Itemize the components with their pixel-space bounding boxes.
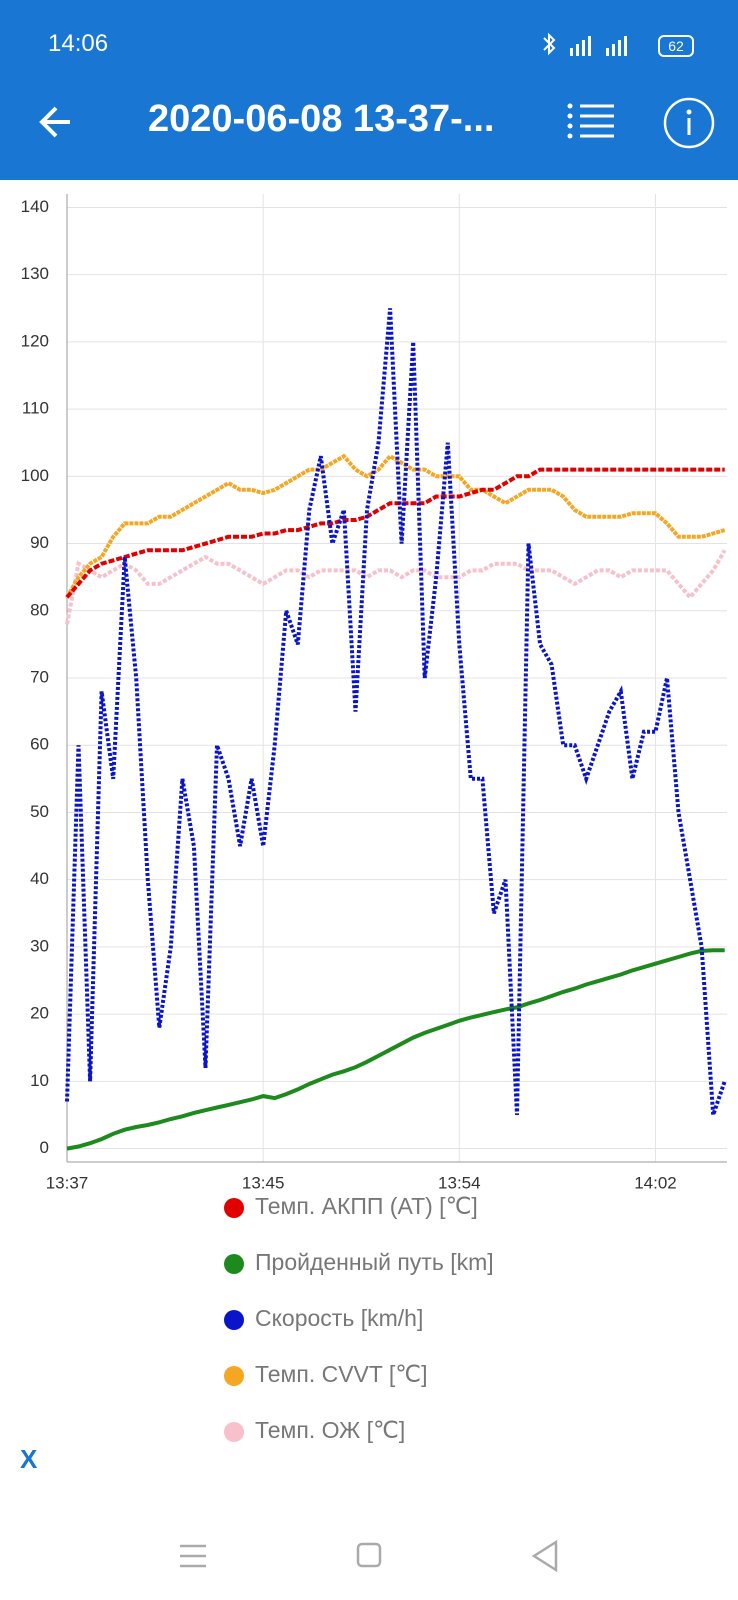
legend-label: Темп. CVVT [℃]	[255, 1361, 428, 1387]
legend-marker	[224, 1310, 244, 1330]
y-tick-label: 130	[21, 264, 49, 283]
close-button[interactable]: X	[20, 1444, 38, 1474]
chart: 0 10 20 30 40 50 60 70 80 90 100 110 120 130 140 13:37 1…	[21, 194, 727, 1443]
info-button[interactable]	[662, 96, 716, 150]
series-line	[66, 948, 725, 1151]
y-tick-label: 40	[30, 869, 49, 888]
legend-marker	[224, 1254, 244, 1274]
app-bar: 14:06 62 2020-06-08 13-37-...	[0, 0, 738, 180]
back-button[interactable]	[36, 100, 76, 140]
y-tick-label: 70	[30, 667, 49, 686]
series-line	[65, 308, 727, 1116]
list-button[interactable]	[566, 102, 616, 142]
x-tick-label: 13:54	[438, 1173, 481, 1192]
status-icons	[543, 32, 627, 56]
x-tick-label: 13:45	[242, 1173, 285, 1192]
y-tick-label: 10	[30, 1071, 49, 1090]
legend: Темп. АКПП (AT) [℃] Пройденный путь [km] С…	[224, 1193, 494, 1443]
legend-label: Темп. ОЖ [℃]	[255, 1417, 405, 1443]
legend-marker	[224, 1366, 244, 1386]
y-tick-label: 20	[30, 1004, 49, 1023]
y-tick-label: 100	[21, 466, 49, 485]
series-line	[65, 549, 727, 625]
y-tick-label: 120	[21, 331, 49, 350]
y-tick-label: 30	[30, 936, 49, 955]
x-tick-label: 13:37	[46, 1173, 89, 1192]
status-time: 14:06	[48, 30, 109, 57]
legend-label: Темп. АКПП (AT) [℃]	[255, 1193, 478, 1219]
y-tick-label: 50	[30, 802, 49, 821]
series-line	[65, 453, 726, 599]
legend-label: Пройденный путь [km]	[255, 1249, 494, 1275]
legend-marker	[224, 1198, 244, 1218]
legend-marker	[224, 1422, 244, 1442]
y-tick-label: 0	[40, 1138, 49, 1157]
legend-label: Скорость [km/h]	[255, 1305, 423, 1331]
nav-bar	[180, 1539, 558, 1573]
y-tick-label: 110	[22, 399, 49, 418]
y-tick-label: 80	[30, 600, 49, 619]
x-tick-label: 14:02	[634, 1173, 677, 1192]
series-line	[65, 467, 725, 599]
y-tick-label: 60	[30, 735, 49, 754]
y-tick-label: 90	[30, 533, 49, 552]
screen-title: 2020-06-08 13-37-...	[148, 98, 495, 140]
battery: 62	[658, 35, 694, 57]
y-tick-label: 140	[21, 197, 49, 216]
